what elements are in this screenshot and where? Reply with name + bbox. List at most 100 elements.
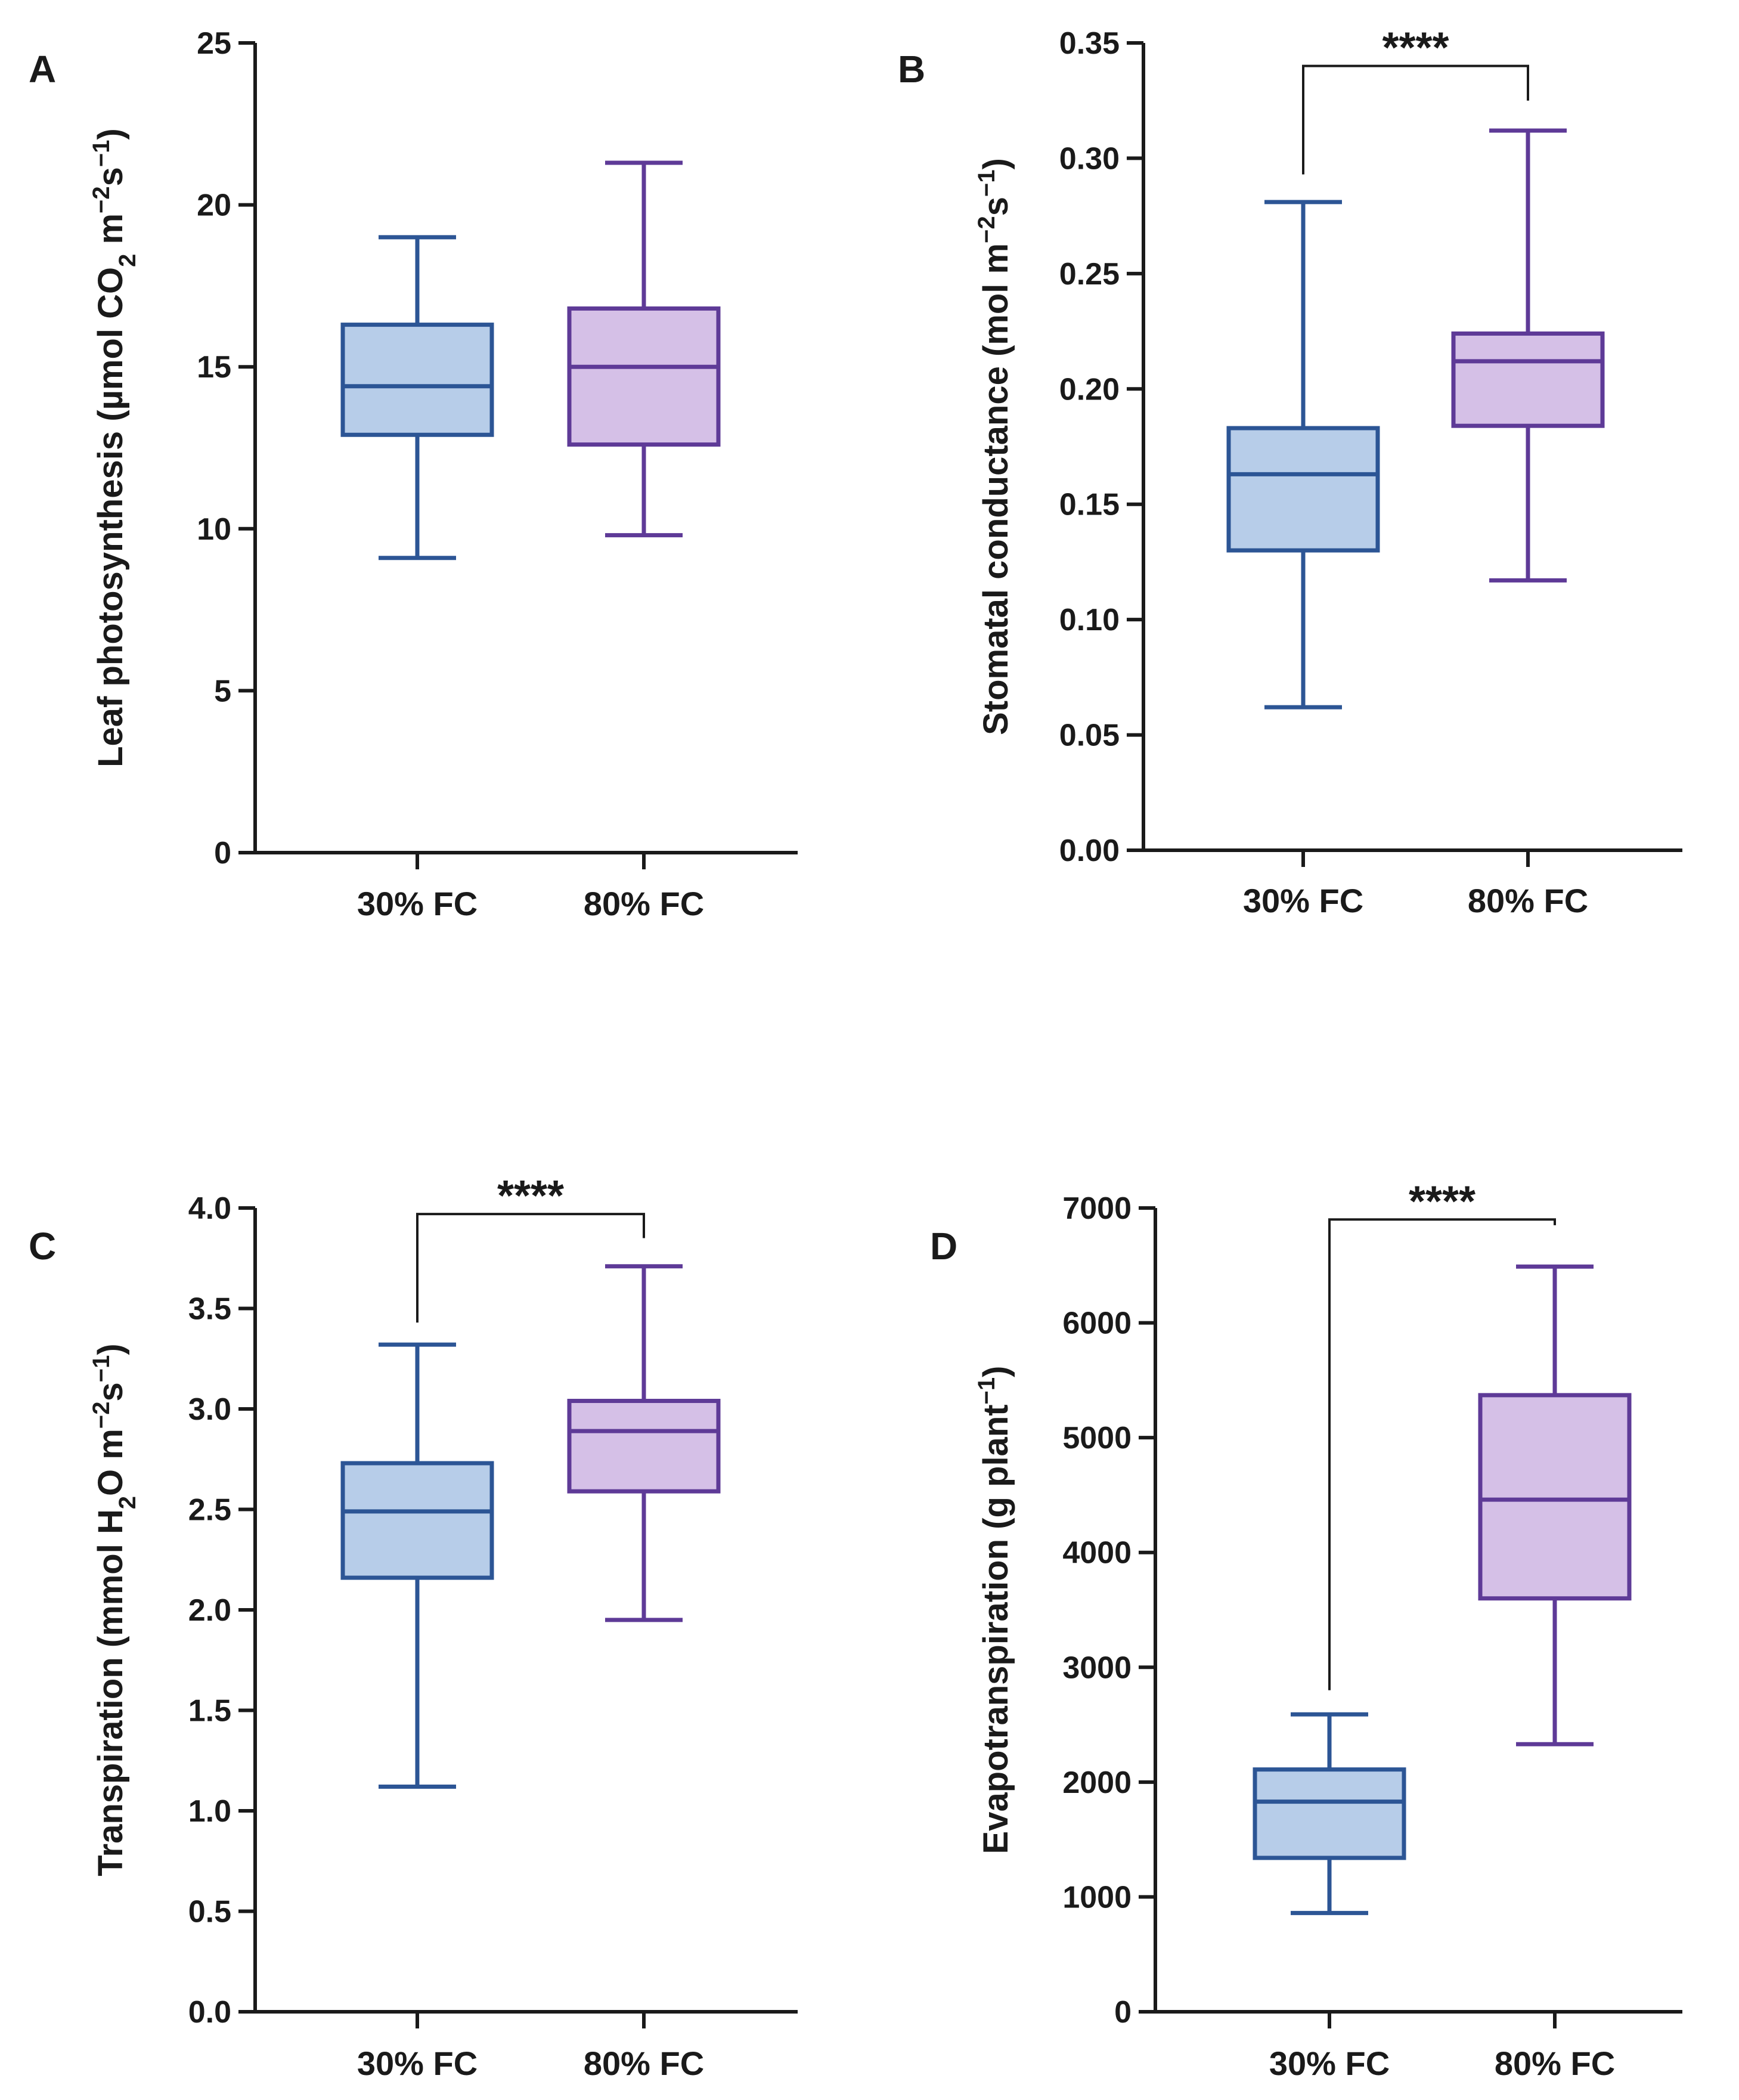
panel-a-plot: 0 5 10 15 20 25 30% FC 80% FC bbox=[197, 26, 798, 922]
panel-c-plot: 0.0 0.5 1.0 1.5 2.0 2.5 3.0 3.5 4.0 30% FC 80% FC *… bbox=[188, 1172, 798, 2082]
y-axis-label-part: −2 bbox=[974, 216, 1000, 243]
y-tick-label: 0.00 bbox=[1059, 834, 1120, 868]
iqr-box bbox=[1478, 1393, 1632, 1601]
panel-c-letter: C bbox=[29, 1225, 56, 1268]
y-tick-label: 0.35 bbox=[1059, 26, 1120, 61]
y-tick-label: 1000 bbox=[1062, 1880, 1132, 1915]
y-tick-label: 7000 bbox=[1062, 1191, 1132, 1226]
y-tick-label: 2.0 bbox=[188, 1593, 231, 1628]
x-category-label: 80% FC bbox=[1495, 2045, 1615, 2082]
y-tick-label: 0.0 bbox=[188, 1995, 231, 2030]
y-tick-label: 0.10 bbox=[1059, 603, 1120, 637]
y-tick-label: 0.20 bbox=[1059, 372, 1120, 407]
y-axis-label-part: −1 bbox=[88, 1355, 114, 1383]
y-tick-label: 0 bbox=[1114, 1995, 1132, 2030]
box-30fc bbox=[340, 235, 494, 560]
y-tick-label: 3.5 bbox=[188, 1292, 231, 1327]
x-category-label: 80% FC bbox=[1468, 882, 1588, 919]
y-axis-label-part: Stomatal conductance (mol m bbox=[977, 243, 1015, 735]
y-tick-label: 15 bbox=[197, 350, 231, 385]
iqr-box bbox=[1226, 426, 1380, 553]
panel-a-letter: A bbox=[29, 48, 56, 91]
y-tick-label: 0 bbox=[214, 836, 231, 871]
y-axis-label-part: −2 bbox=[88, 1402, 114, 1429]
panel-a: A Leaf photosynthesis (µmol CO2 m−2s−1) … bbox=[29, 26, 798, 922]
panel-d-plot: 0 1000 2000 3000 4000 5000 6000 7000 30% FC 80% F… bbox=[1062, 1178, 1682, 2082]
significance-stars: **** bbox=[1382, 24, 1449, 72]
y-axis-label-part: ) bbox=[977, 1366, 1015, 1377]
panel-c: C Transpiration (mmol H2O m−2s−1) 0.0 0.5… bbox=[29, 1172, 798, 2082]
x-category-label: 80% FC bbox=[584, 885, 704, 922]
y-tick-label: 1.0 bbox=[188, 1794, 231, 1829]
box-30fc bbox=[1226, 200, 1380, 710]
iqr-box bbox=[567, 1399, 721, 1494]
x-category-label: 30% FC bbox=[357, 2045, 478, 2082]
y-tick-label: 3000 bbox=[1062, 1650, 1132, 1685]
y-tick-label: 2.5 bbox=[188, 1493, 231, 1528]
y-axis-label-part: Transpiration (mmol H bbox=[91, 1509, 130, 1876]
y-tick-label: 0.25 bbox=[1059, 257, 1120, 292]
y-tick-label: 5000 bbox=[1062, 1421, 1132, 1455]
box-30fc bbox=[340, 1342, 494, 1789]
y-tick-label: 0.30 bbox=[1059, 141, 1120, 176]
iqr-box bbox=[567, 306, 721, 447]
y-tick-label: 0.5 bbox=[188, 1895, 231, 1929]
y-axis-label-part: 2 bbox=[114, 254, 141, 267]
y-tick-label: 10 bbox=[197, 512, 231, 547]
y-axis-label-part: ) bbox=[91, 1343, 130, 1355]
iqr-box bbox=[1451, 331, 1605, 428]
y-tick-label: 4000 bbox=[1062, 1536, 1132, 1571]
y-axis-label-part: s bbox=[91, 167, 130, 186]
y-tick-label: 6000 bbox=[1062, 1306, 1132, 1341]
y-axis-label-part: −2 bbox=[88, 186, 114, 213]
significance-stars: **** bbox=[1409, 1178, 1475, 1225]
y-tick-label: 20 bbox=[197, 188, 231, 223]
panel-d-letter: D bbox=[930, 1225, 957, 1268]
y-tick-label: 25 bbox=[197, 26, 231, 61]
x-category-label: 30% FC bbox=[1243, 882, 1363, 919]
panel-d-y-axis-label: Evapotranspiration (g plant−1) bbox=[974, 1366, 1015, 1854]
significance-bracket bbox=[1328, 1218, 1556, 1690]
y-tick-label: 5 bbox=[214, 674, 231, 708]
x-category-label: 30% FC bbox=[357, 885, 478, 922]
box-80fc bbox=[567, 160, 721, 538]
x-category-label: 30% FC bbox=[1269, 2045, 1390, 2082]
panel-d: D Evapotranspiration (g plant−1) 0 1000 20… bbox=[930, 1178, 1682, 2082]
x-category-label: 80% FC bbox=[584, 2045, 704, 2082]
y-axis-label-part: −1 bbox=[974, 1377, 1000, 1405]
y-axis-label-part: −1 bbox=[974, 169, 1000, 197]
y-tick-label: 4.0 bbox=[188, 1191, 231, 1226]
y-axis-label-part: Leaf photosynthesis (µmol CO bbox=[91, 267, 130, 767]
y-tick-label: 2000 bbox=[1062, 1766, 1132, 1800]
y-axis-label-part: m bbox=[91, 213, 130, 254]
iqr-box bbox=[340, 323, 494, 437]
y-axis-label-part: 2 bbox=[114, 1496, 141, 1509]
y-axis-label-part: Evapotranspiration (g plant bbox=[977, 1404, 1015, 1854]
y-axis-label-part: −1 bbox=[88, 140, 114, 167]
panel-b-letter: B bbox=[898, 48, 925, 91]
box-80fc bbox=[567, 1264, 721, 1622]
y-tick-label: 0.05 bbox=[1059, 718, 1120, 753]
box-80fc bbox=[1478, 1264, 1632, 1746]
panel-b-plot: 0.00 0.05 0.10 0.15 0.20 0.25 0.30 0.35 30% FC 80… bbox=[1059, 24, 1682, 919]
panel-b: B Stomatal conductance (mol m−2s−1) 0.00… bbox=[898, 24, 1682, 919]
iqr-box bbox=[340, 1461, 494, 1580]
y-axis-label-part: ) bbox=[91, 128, 130, 140]
significance-bracket bbox=[1302, 64, 1529, 175]
panel-b-y-axis-label: Stomatal conductance (mol m−2s−1) bbox=[974, 158, 1015, 735]
significance-stars: **** bbox=[497, 1172, 564, 1220]
box-30fc bbox=[1253, 1712, 1406, 1915]
panel-a-y-axis-label: Leaf photosynthesis (µmol CO2 m−2s−1) bbox=[88, 128, 141, 767]
y-tick-label: 1.5 bbox=[188, 1694, 231, 1729]
panel-c-y-axis-label: Transpiration (mmol H2O m−2s−1) bbox=[88, 1343, 141, 1876]
box-80fc bbox=[1451, 128, 1605, 583]
y-axis-label-part: ) bbox=[977, 158, 1015, 169]
y-tick-label: 3.0 bbox=[188, 1392, 231, 1427]
y-axis-label-part: s bbox=[977, 197, 1015, 216]
y-tick-label: 0.15 bbox=[1059, 488, 1120, 522]
iqr-box bbox=[1253, 1767, 1406, 1860]
y-axis-label-part: s bbox=[91, 1382, 130, 1401]
y-axis-label-part: O m bbox=[91, 1429, 130, 1496]
significance-bracket bbox=[416, 1213, 645, 1323]
